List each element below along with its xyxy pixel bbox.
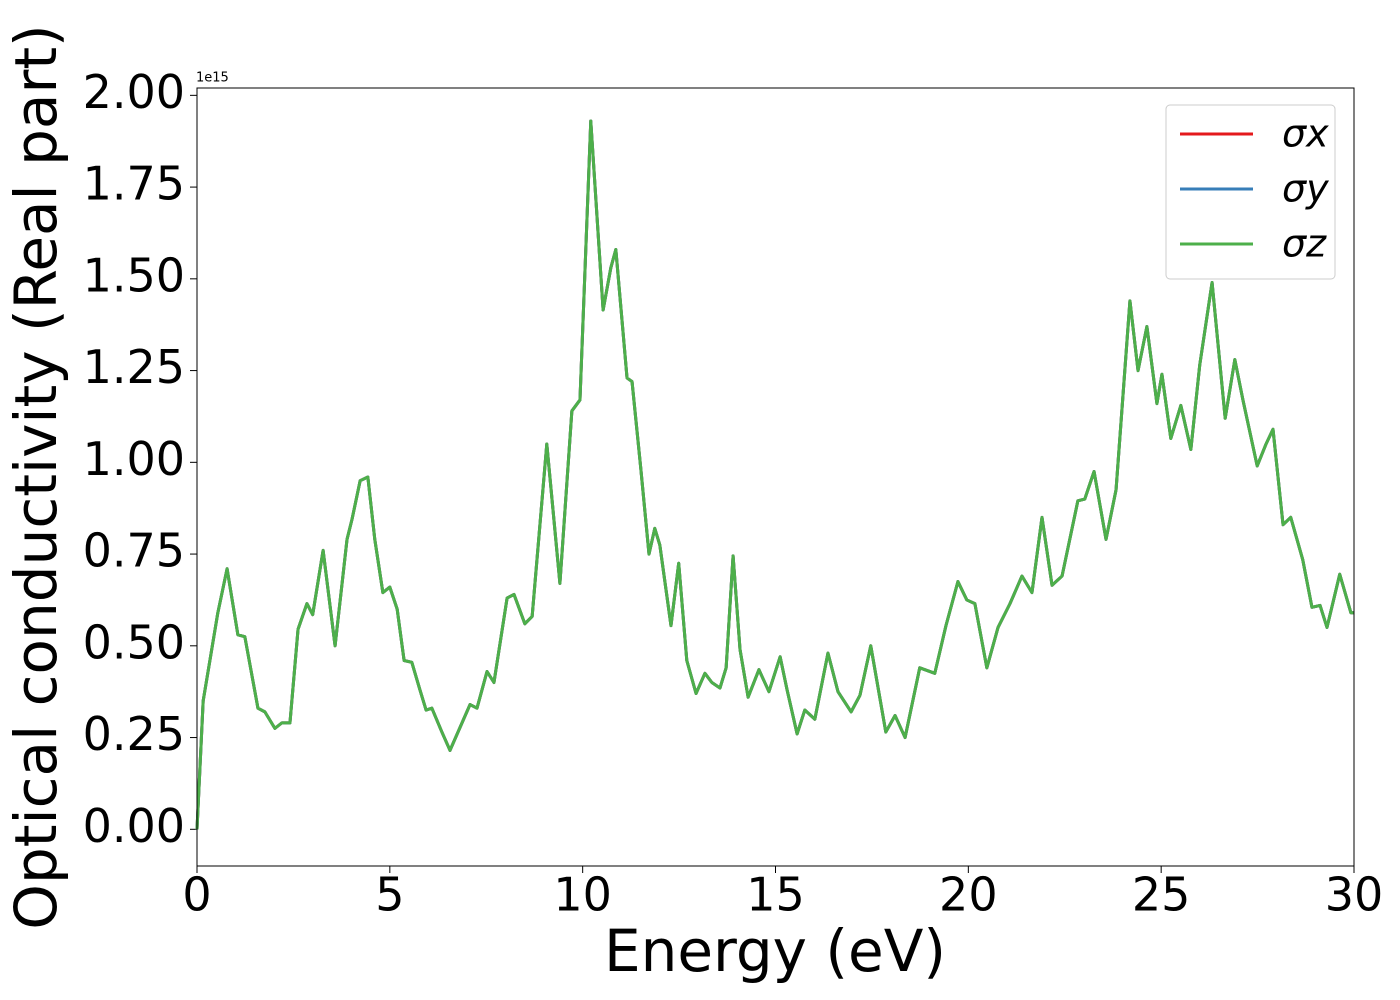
legend-label: σx bbox=[1282, 112, 1329, 156]
x-tick-label: 25 bbox=[1132, 868, 1191, 922]
y-tick-label: 2.00 bbox=[83, 65, 185, 119]
legend-label: σz bbox=[1282, 222, 1327, 266]
x-tick-label: 5 bbox=[375, 868, 404, 922]
series-line bbox=[195, 119, 1354, 830]
x-tick-label: 10 bbox=[553, 868, 612, 922]
legend-box bbox=[1165, 104, 1336, 280]
y-tick-label: 0.75 bbox=[83, 524, 185, 578]
x-axis-label: Energy (eV) bbox=[604, 917, 946, 985]
y-axis-label: Optical conductivity (Real part) bbox=[2, 24, 70, 929]
x-tick-label: 20 bbox=[939, 868, 998, 922]
y-tick-label: 1.50 bbox=[83, 248, 185, 302]
plot-frame bbox=[196, 87, 1355, 867]
x-tick-label: 15 bbox=[746, 868, 805, 922]
y-tick-label: 1.00 bbox=[83, 432, 185, 486]
x-tick-label: 0 bbox=[182, 868, 211, 922]
y-tick-label: 0.00 bbox=[83, 799, 185, 853]
y-tick-label: 1.75 bbox=[83, 157, 185, 211]
y-tick-label: 0.50 bbox=[83, 615, 185, 669]
y-tick-label: 0.25 bbox=[83, 707, 185, 761]
x-tick-label: 30 bbox=[1325, 868, 1384, 922]
y-tick-label: 1.25 bbox=[83, 340, 185, 394]
legend-label: σy bbox=[1282, 167, 1329, 211]
y-offset-label: 1e15 bbox=[196, 71, 229, 86]
